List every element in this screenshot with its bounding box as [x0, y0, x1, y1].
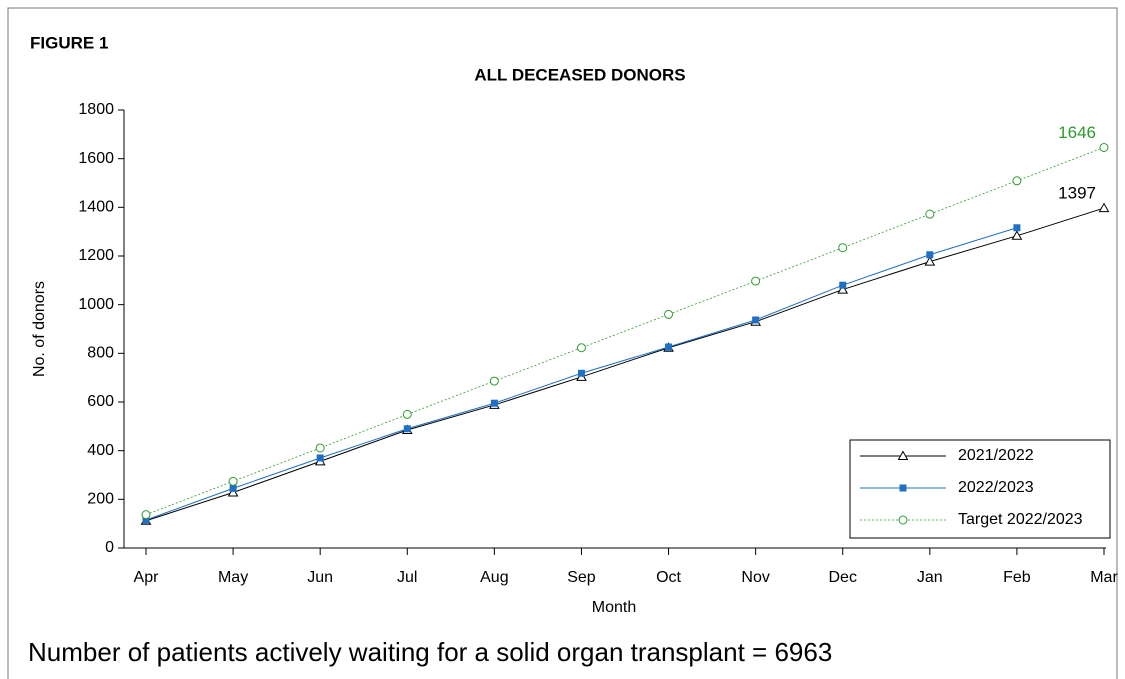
marker-circle — [1099, 142, 1109, 152]
y-tick-label: 600 — [87, 393, 114, 410]
marker-square — [839, 281, 847, 289]
marker-square — [490, 399, 498, 407]
y-tick-label: 400 — [87, 442, 114, 459]
x-tick-label: Dec — [829, 569, 857, 586]
y-tick-label: 1600 — [78, 150, 114, 167]
x-tick-label: Mar — [1090, 569, 1118, 586]
x-tick-label: May — [218, 569, 248, 586]
marker-square — [316, 454, 324, 462]
legend: 2021/2022 2022/2023 Target 2022/2023 — [849, 439, 1111, 539]
marker-triangle — [1011, 230, 1023, 240]
marker-circle — [751, 276, 761, 286]
marker-circle — [228, 476, 238, 486]
legend-label: Target 2022/2023 — [958, 511, 1083, 528]
marker-circle — [402, 409, 412, 419]
chart-title: ALL DECEASED DONORS — [474, 65, 685, 84]
data-label: 1646 — [1058, 123, 1096, 142]
y-tick-label: 1000 — [78, 296, 114, 313]
x-tick-label: Nov — [741, 569, 769, 586]
marker-triangle — [837, 284, 849, 294]
marker-circle — [315, 443, 325, 453]
x-tick-label: Jul — [397, 569, 417, 586]
marker-circle — [664, 309, 674, 319]
marker-square — [665, 343, 673, 351]
y-tick-label: 1400 — [78, 199, 114, 216]
marker-circle — [925, 209, 935, 219]
x-tick-label: Apr — [134, 569, 160, 586]
x-tick-label: Oct — [656, 569, 681, 586]
series-line — [145, 147, 1105, 516]
y-tick-label: 1200 — [78, 247, 114, 264]
y-tick-label: 800 — [87, 345, 114, 362]
marker-square — [752, 316, 760, 324]
marker-circle — [576, 343, 586, 353]
marker-square — [926, 251, 934, 259]
x-tick-label: Feb — [1003, 569, 1031, 586]
marker-circle — [898, 515, 908, 525]
marker-circle — [489, 376, 499, 386]
x-tick-label: Aug — [480, 569, 508, 586]
series-line — [145, 207, 1105, 522]
data-label: 1397 — [1058, 184, 1096, 203]
marker-circle — [1012, 176, 1022, 186]
y-axis-label: No. of donors — [31, 281, 48, 377]
y-tick-label: 0 — [105, 539, 114, 556]
marker-square — [142, 516, 150, 524]
x-tick-label: Jan — [917, 569, 943, 586]
marker-triangle — [897, 450, 909, 460]
marker-square — [229, 484, 237, 492]
x-axis-label: Month — [592, 599, 636, 616]
figure-label: FIGURE 1 — [30, 33, 108, 52]
marker-square — [403, 425, 411, 433]
marker-circle — [838, 243, 848, 253]
marker-square — [1013, 224, 1021, 232]
marker-square — [577, 369, 585, 377]
y-tick-label: 1800 — [78, 101, 114, 118]
x-tick-label: Jun — [307, 569, 333, 586]
marker-triangle — [924, 256, 936, 266]
marker-square — [899, 484, 907, 492]
marker-circle — [141, 510, 151, 520]
marker-triangle — [227, 487, 239, 497]
frame — [7, 7, 1118, 679]
legend-label: 2021/2022 — [958, 447, 1034, 464]
x-tick-label: Sep — [567, 569, 596, 586]
legend-label: 2022/2023 — [958, 479, 1034, 496]
marker-triangle — [1098, 202, 1110, 213]
footnote: Number of patients actively waiting for … — [28, 637, 832, 667]
y-tick-label: 200 — [87, 491, 114, 508]
